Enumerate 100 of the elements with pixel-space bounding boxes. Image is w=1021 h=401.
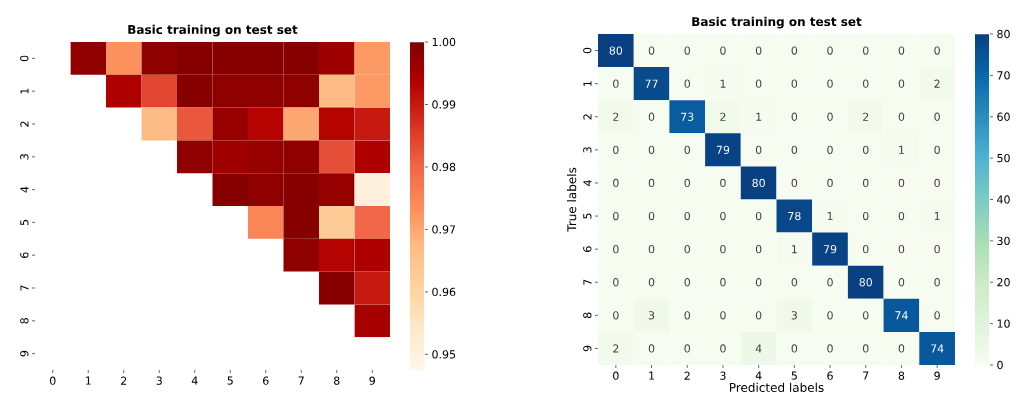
data-label: 0 bbox=[898, 244, 905, 254]
data-label: 0 bbox=[684, 178, 691, 188]
data-label: 0 bbox=[684, 145, 691, 155]
x-tick-label: 9 bbox=[369, 376, 375, 385]
y-tick-label: 7 bbox=[583, 279, 592, 285]
data-label: 0 bbox=[755, 79, 762, 88]
y-tick-label: 9 bbox=[583, 345, 592, 352]
x-tick-label: 8 bbox=[898, 371, 905, 380]
data-label: 0 bbox=[755, 311, 762, 320]
color-bar-label: 0.95 bbox=[432, 350, 456, 359]
data-label: 0 bbox=[648, 244, 655, 254]
y-tick-label: 1 bbox=[20, 88, 29, 94]
data-label: 0 bbox=[720, 344, 726, 353]
chart-title: Basic training on test set bbox=[128, 24, 298, 37]
x-tick-label: 9 bbox=[934, 371, 940, 380]
data-label: 0 bbox=[791, 112, 798, 121]
data-label: 0 bbox=[720, 211, 726, 221]
x-tick-label: 7 bbox=[298, 376, 304, 385]
data-label: 0 bbox=[827, 145, 833, 155]
data-label: 0 bbox=[613, 311, 619, 320]
y-tick-label: 5 bbox=[20, 219, 29, 226]
data-label: 73 bbox=[681, 112, 694, 121]
data-label: 79 bbox=[716, 145, 730, 155]
data-label: 3 bbox=[648, 311, 655, 320]
data-label: 0 bbox=[648, 211, 655, 221]
y-tick-label: 1 bbox=[583, 81, 592, 86]
data-label: 3 bbox=[791, 311, 797, 320]
x-tick-label: 2 bbox=[121, 376, 127, 385]
x-tick-label: 3 bbox=[720, 371, 726, 380]
data-label: 0 bbox=[827, 46, 833, 55]
color-bar-label: 0.99 bbox=[432, 100, 456, 109]
x-tick-label: 6 bbox=[263, 376, 269, 385]
x-tick-label: 0 bbox=[49, 376, 56, 385]
data-label: 0 bbox=[827, 79, 833, 88]
data-label: 4 bbox=[755, 344, 762, 353]
data-label: 0 bbox=[648, 112, 655, 121]
data-label: 0 bbox=[791, 145, 798, 155]
data-label: 80 bbox=[752, 178, 765, 188]
y-tick-label: 8 bbox=[20, 318, 29, 324]
y-tick-label: 2 bbox=[583, 114, 592, 120]
y-tick-label: 5 bbox=[583, 213, 592, 219]
data-label: 0 bbox=[898, 344, 905, 353]
data-label: 0 bbox=[934, 145, 940, 155]
data-label: 2 bbox=[863, 112, 869, 121]
color-bar-label: 20 bbox=[997, 278, 1010, 287]
data-label: 0 bbox=[898, 112, 905, 121]
data-label: 0 bbox=[827, 311, 833, 320]
data-label: 0 bbox=[791, 278, 798, 287]
data-label: 1 bbox=[827, 212, 833, 221]
data-label: 0 bbox=[898, 278, 905, 287]
chart-title: Basic training on test set bbox=[692, 16, 862, 29]
data-label: 1 bbox=[720, 79, 726, 88]
color-bar-label: 60 bbox=[997, 112, 1010, 121]
data-label: 0 bbox=[720, 178, 726, 188]
x-tick-label: 0 bbox=[613, 371, 619, 380]
x-tick-label: 7 bbox=[863, 371, 869, 380]
x-tick-label: 1 bbox=[85, 376, 91, 385]
data-label: 0 bbox=[613, 244, 619, 254]
data-label: 0 bbox=[720, 278, 726, 287]
data-label: 0 bbox=[791, 178, 798, 188]
data-label: 79 bbox=[823, 244, 837, 254]
y-tick-label: 6 bbox=[20, 252, 29, 258]
data-label: 0 bbox=[862, 244, 869, 254]
data-label: 0 bbox=[862, 344, 869, 353]
data-label: 80 bbox=[859, 278, 872, 287]
color-bar-label: 0.98 bbox=[432, 162, 456, 172]
data-label: 0 bbox=[755, 46, 762, 55]
y-tick-label: 9 bbox=[20, 350, 29, 357]
data-label: 1 bbox=[899, 145, 904, 154]
data-label: 0 bbox=[684, 244, 691, 254]
data-label: 0 bbox=[898, 79, 905, 88]
x-tick-label: 4 bbox=[191, 376, 198, 385]
data-label: 0 bbox=[613, 145, 619, 155]
y-tick-label: 0 bbox=[20, 55, 29, 62]
data-label: 0 bbox=[862, 46, 869, 55]
data-label: 0 bbox=[720, 311, 726, 320]
x-tick-label: 5 bbox=[227, 376, 233, 385]
x-tick-label: 8 bbox=[334, 376, 340, 385]
data-label: 0 bbox=[898, 211, 905, 221]
data-label: 0 bbox=[934, 244, 940, 254]
data-label: 0 bbox=[862, 145, 869, 155]
data-label: 0 bbox=[755, 278, 762, 287]
data-label: 0 bbox=[862, 178, 869, 188]
data-label: 0 bbox=[648, 145, 655, 155]
x-tick-label: 6 bbox=[827, 371, 833, 380]
data-label: 0 bbox=[827, 344, 833, 353]
x-axis-title: Predicted labels bbox=[729, 382, 824, 392]
y-axis-title: True labels bbox=[567, 167, 577, 232]
data-label: 0 bbox=[648, 178, 655, 188]
data-label: 0 bbox=[684, 46, 691, 55]
y-tick-label: 4 bbox=[583, 180, 592, 186]
data-label: 1 bbox=[934, 212, 940, 221]
data-label: 0 bbox=[648, 344, 655, 353]
data-label: 0 bbox=[720, 46, 726, 55]
data-label: 0 bbox=[648, 46, 655, 55]
color-bar-label: 0.97 bbox=[432, 225, 456, 234]
color-bar-label: 30 bbox=[997, 236, 1010, 246]
x-tick-label: 3 bbox=[156, 376, 162, 385]
data-label: 2 bbox=[934, 79, 940, 88]
data-label: 80 bbox=[609, 46, 623, 55]
